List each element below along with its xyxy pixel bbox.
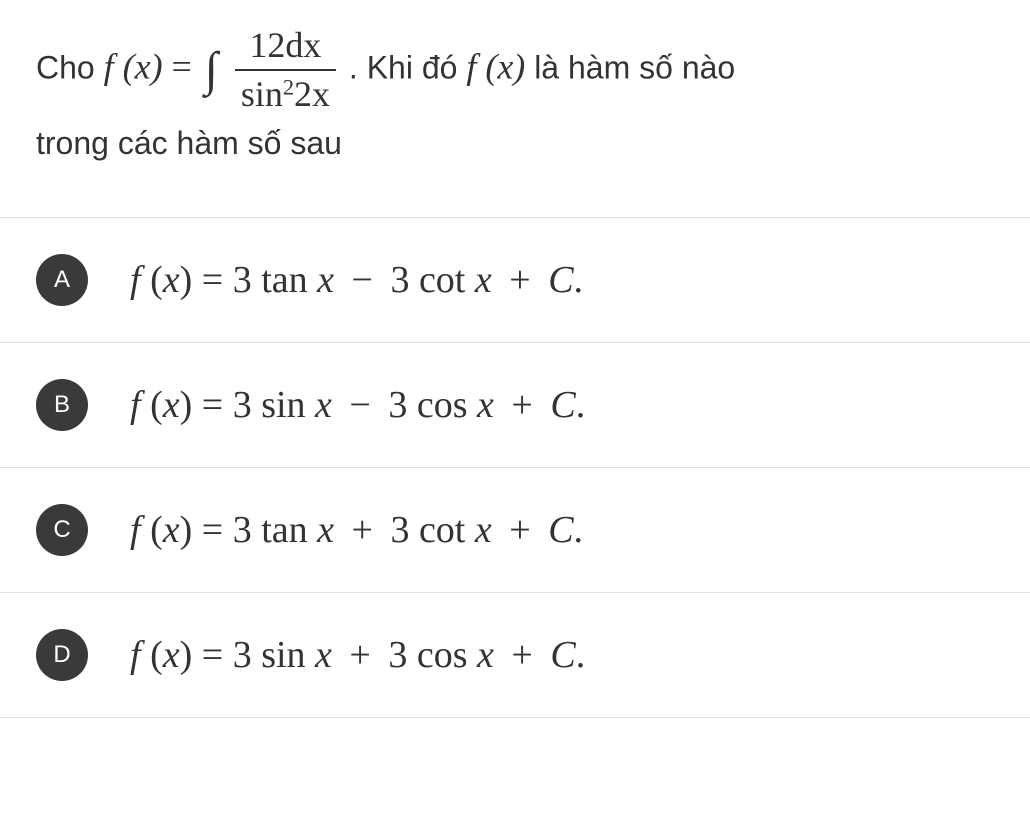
options-list: A f (x) = 3 tan x − 3 cot x + C. B f (x)… — [0, 217, 1030, 718]
fraction-den-sin: sin — [241, 74, 283, 114]
option-label: C — [53, 516, 70, 544]
question-text: Cho f (x) = ∫ 12dx sin22x . Khi đó f (x)… — [36, 24, 994, 171]
question-fx: f (x) — [104, 47, 163, 87]
op1: − — [349, 384, 380, 426]
op1: − — [352, 259, 383, 301]
t1-coef: 3 — [233, 259, 262, 301]
rparen: ) — [180, 509, 193, 551]
eq: = — [202, 634, 233, 676]
t1-coef: 3 — [233, 634, 262, 676]
eq: = — [202, 509, 233, 551]
option-c[interactable]: C f (x) = 3 tan x + 3 cot x + C. — [0, 467, 1030, 592]
lhs-f: f — [130, 509, 141, 551]
lhs-x: x — [163, 259, 180, 301]
option-badge-d: D — [36, 629, 88, 681]
lparen: ( — [150, 259, 163, 301]
const: C — [548, 259, 573, 301]
rparen: ) — [180, 634, 193, 676]
eq: = — [202, 384, 233, 426]
t1-fn: sin — [261, 634, 305, 676]
eq: = — [202, 259, 233, 301]
t2-arg: x — [465, 509, 491, 551]
t1-fn: tan — [261, 509, 307, 551]
question-suffix: là hàm số nào — [534, 50, 735, 86]
question-equals: = — [171, 47, 200, 87]
lhs-x: x — [163, 384, 180, 426]
const: C — [548, 509, 573, 551]
question-middle: . Khi đó — [349, 50, 466, 86]
t1-fn: tan — [261, 259, 307, 301]
t1-arg: x — [306, 384, 332, 426]
t2-coef: 3 — [388, 384, 417, 426]
option-content-b: f (x) = 3 sin x − 3 cos x + C. — [130, 383, 585, 427]
question-line2: trong các hàm số sau — [36, 125, 342, 161]
lhs-f: f — [130, 384, 141, 426]
option-label: D — [53, 641, 70, 669]
t2-arg: x — [468, 384, 494, 426]
lparen: ( — [150, 384, 163, 426]
integral-sign: ∫ — [205, 29, 218, 111]
t1-arg: x — [306, 634, 332, 676]
lhs-f: f — [130, 634, 141, 676]
integral-fraction: 12dx sin22x — [235, 24, 336, 116]
t2-fn: cot — [419, 259, 465, 301]
op2: + — [509, 259, 540, 301]
question-prefix: Cho — [36, 50, 104, 86]
t2-coef: 3 — [390, 509, 419, 551]
const: C — [550, 634, 575, 676]
op1: + — [349, 634, 380, 676]
fraction-num-dx: dx — [285, 25, 321, 65]
t2-fn: cot — [419, 509, 465, 551]
lhs-f: f — [130, 259, 141, 301]
option-d[interactable]: D f (x) = 3 sin x + 3 cos x + C. — [0, 592, 1030, 718]
option-badge-c: C — [36, 504, 88, 556]
lparen: ( — [150, 634, 163, 676]
lhs-x: x — [163, 509, 180, 551]
t2-coef: 3 — [388, 634, 417, 676]
t2-fn: cos — [417, 634, 468, 676]
rparen: ) — [180, 259, 193, 301]
t2-fn: cos — [417, 384, 468, 426]
fraction-num-coef: 12 — [249, 25, 285, 65]
question-fx2: f (x) — [466, 47, 525, 87]
option-content-d: f (x) = 3 sin x + 3 cos x + C. — [130, 633, 585, 677]
op2: + — [511, 634, 542, 676]
op1: + — [352, 509, 383, 551]
op2: + — [509, 509, 540, 551]
lhs-x: x — [163, 634, 180, 676]
t1-arg: x — [308, 509, 334, 551]
option-label: B — [54, 391, 70, 419]
fraction-den-exp: 2 — [283, 75, 294, 100]
question-area: Cho f (x) = ∫ 12dx sin22x . Khi đó f (x)… — [0, 0, 1030, 207]
rparen: ) — [180, 384, 193, 426]
op2: + — [511, 384, 542, 426]
t1-coef: 3 — [233, 509, 262, 551]
period: . — [574, 259, 584, 301]
option-badge-a: A — [36, 254, 88, 306]
t2-arg: x — [468, 634, 494, 676]
t2-arg: x — [465, 259, 491, 301]
option-badge-b: B — [36, 379, 88, 431]
option-b[interactable]: B f (x) = 3 sin x − 3 cos x + C. — [0, 342, 1030, 467]
option-a[interactable]: A f (x) = 3 tan x − 3 cot x + C. — [0, 217, 1030, 342]
option-content-a: f (x) = 3 tan x − 3 cot x + C. — [130, 258, 583, 302]
lparen: ( — [150, 509, 163, 551]
period: . — [576, 634, 586, 676]
const: C — [550, 384, 575, 426]
fraction-den-arg: 2x — [294, 74, 330, 114]
t1-fn: sin — [261, 384, 305, 426]
t1-arg: x — [308, 259, 334, 301]
option-label: A — [54, 266, 70, 294]
t1-coef: 3 — [233, 384, 262, 426]
period: . — [574, 509, 584, 551]
period: . — [576, 384, 586, 426]
t2-coef: 3 — [390, 259, 419, 301]
option-content-c: f (x) = 3 tan x + 3 cot x + C. — [130, 508, 583, 552]
